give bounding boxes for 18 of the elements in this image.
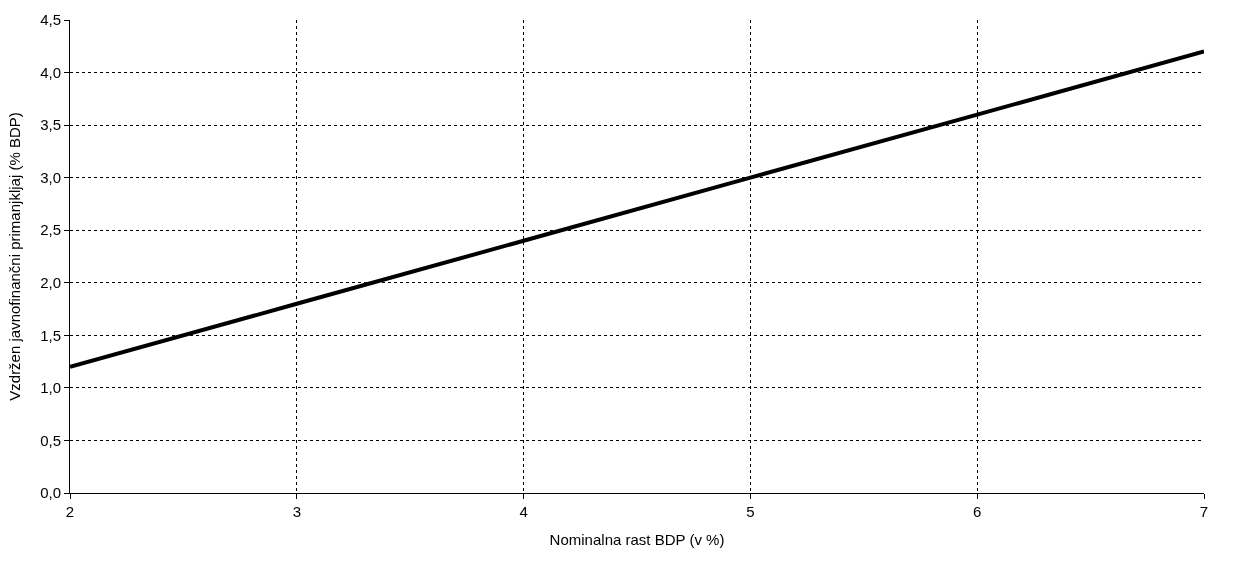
- x-tick-label: 2: [65, 503, 75, 520]
- y-tick-label: 4,5: [40, 11, 61, 29]
- y-tick-label: 2,0: [40, 274, 61, 292]
- y-axis-title: Vzdržen javnofinančni primanjkljaj (% BDP): [6, 112, 24, 401]
- y-tick-label: 2,5: [40, 221, 61, 239]
- y-tick-label: 0,5: [40, 431, 61, 449]
- x-tick-label: 7: [1199, 503, 1209, 520]
- y-tick-label: 1,0: [40, 379, 61, 397]
- y-tick-label: 1,5: [40, 326, 61, 344]
- y-tick-label: 4,0: [40, 63, 61, 81]
- y-tick-label: 0,0: [40, 484, 61, 502]
- x-tick-label: 4: [519, 503, 528, 520]
- y-tick-label: 3,5: [40, 116, 61, 134]
- x-axis-title: Nominalna rast BDP (v %): [549, 531, 725, 548]
- y-tick-label: 3,0: [40, 168, 61, 186]
- x-tick-label: 6: [973, 503, 982, 520]
- x-tick-label: 5: [746, 503, 755, 520]
- x-tick-label: 3: [292, 503, 301, 520]
